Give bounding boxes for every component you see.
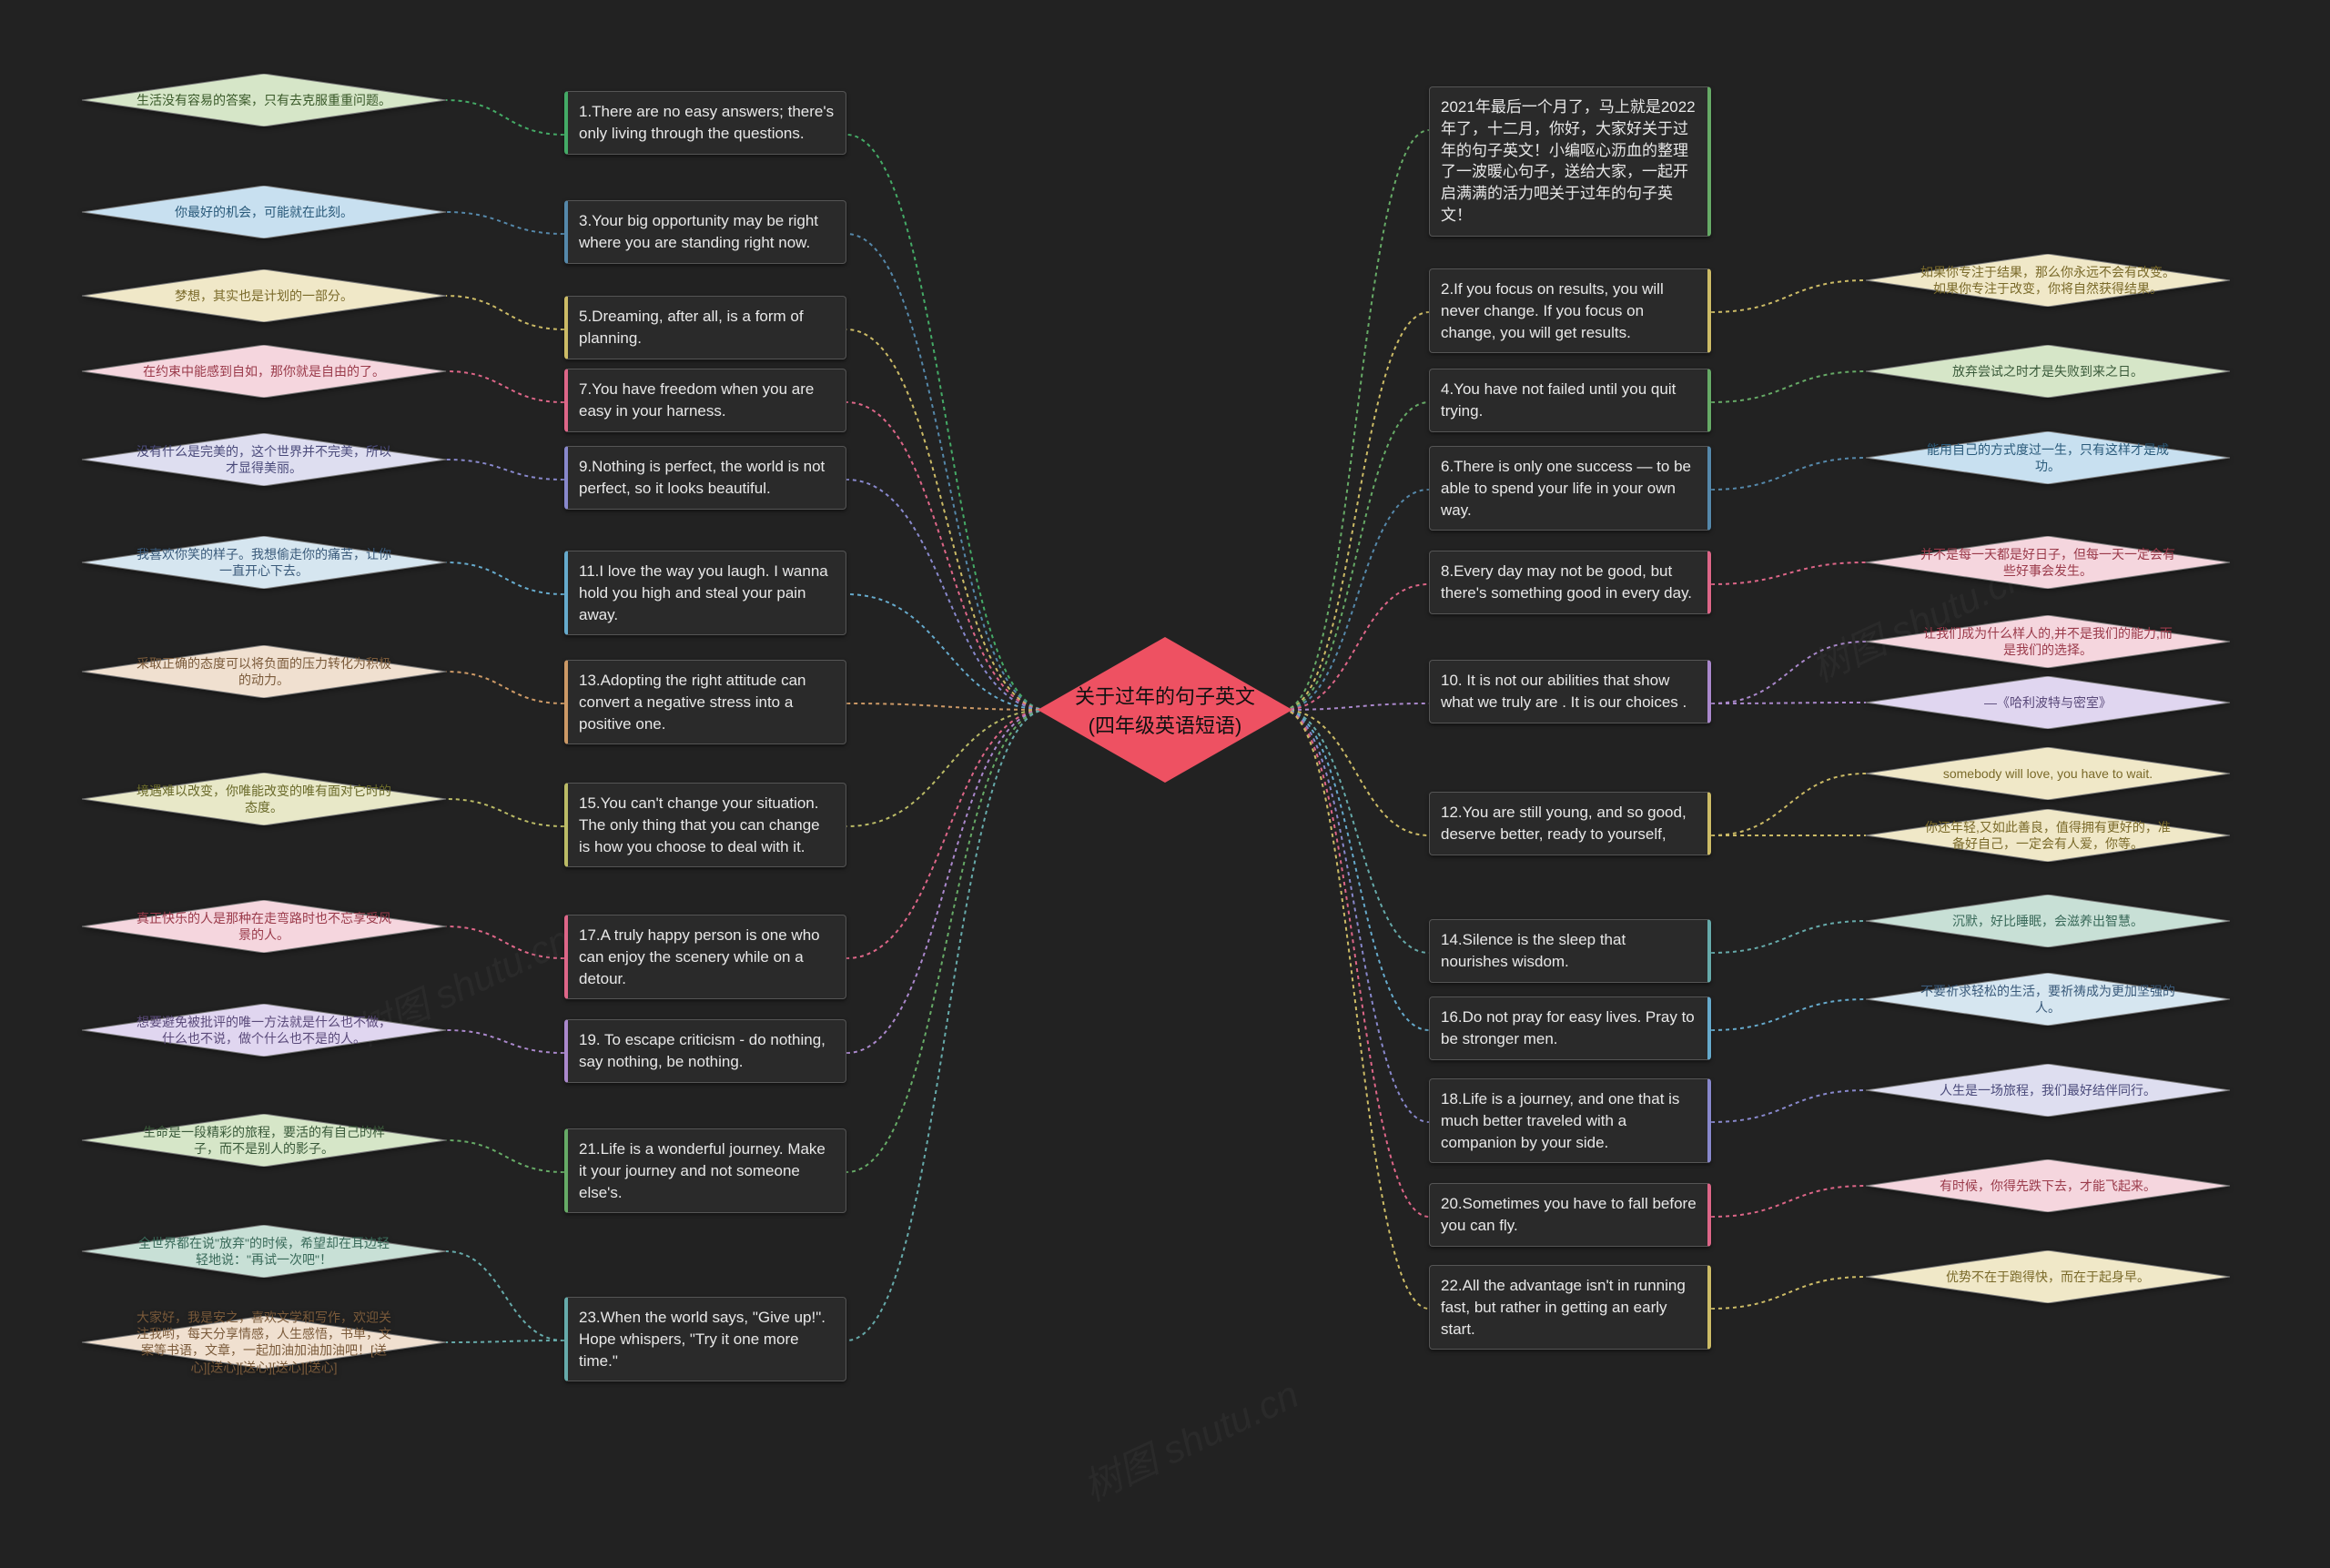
mid-node[interactable]: 23.When the world says, "Give up!". Hope… [564, 1297, 846, 1381]
mid-node[interactable]: 16.Do not pray for easy lives. Pray to b… [1429, 996, 1711, 1060]
leaf-label: 让我们成为什么样人的,并不是我们的能力,而是我们的选择。 [1920, 625, 2175, 658]
leaf-label: 放弃尝试之时才是失败到来之日。 [1920, 363, 2175, 379]
leaf-label: 没有什么是完美的，这个世界并不完美，所以才显得美丽。 [137, 443, 391, 476]
mid-node[interactable]: 3.Your big opportunity may be right wher… [564, 200, 846, 264]
leaf-label: 沉默，好比睡眠，会滋养出智慧。 [1920, 913, 2175, 929]
leaf-label: 在约束中能感到自如，那你就是自由的了。 [137, 363, 391, 379]
leaf-label: 生命是一段精彩的旅程，要活的有自己的样子，而不是别人的影子。 [137, 1124, 391, 1157]
leaf-label: 我喜欢你笑的样子。我想偷走你的痛苦，让你一直开心下去。 [137, 546, 391, 579]
leaf-node[interactable]: 境遇难以改变，你唯能改变的唯有面对它时的态度。 [82, 773, 446, 825]
leaf-node[interactable]: 我喜欢你笑的样子。我想偷走你的痛苦，让你一直开心下去。 [82, 536, 446, 589]
watermark: 树图 shutu.cn [1073, 1364, 1306, 1512]
leaf-node[interactable]: somebody will love, you have to wait. [1866, 747, 2230, 800]
leaf-node[interactable]: 全世界都在说"放弃"的时候，希望却在耳边轻轻地说："再试一次吧"！ [82, 1225, 446, 1278]
mid-node[interactable]: 14.Silence is the sleep that nourishes w… [1429, 919, 1711, 983]
leaf-node[interactable]: 人生是一场旅程，我们最好结伴同行。 [1866, 1064, 2230, 1117]
mid-node[interactable]: 1.There are no easy answers; there's onl… [564, 91, 846, 155]
leaf-label: 采取正确的态度可以将负面的压力转化为积极的动力。 [137, 655, 391, 688]
leaf-label: 能用自己的方式度过一生，只有这样才是成功。 [1920, 441, 2175, 474]
leaf-label: 不要祈求轻松的生活，要祈祷成为更加坚强的人。 [1920, 983, 2175, 1016]
mid-node[interactable]: 2021年最后一个月了，马上就是2022年了，十二月，你好，大家好关于过年的句子… [1429, 86, 1711, 237]
leaf-label: 如果你专注于结果，那么你永远不会有改变。如果你专注于改变，你将自然获得结果。 [1920, 264, 2175, 297]
mid-node[interactable]: 22.All the advantage isn't in running fa… [1429, 1265, 1711, 1350]
leaf-label: 生活没有容易的答案，只有去克服重重问题。 [137, 92, 391, 108]
leaf-node[interactable]: 有时候，你得先跌下去，才能飞起来。 [1866, 1159, 2230, 1212]
leaf-label: —《哈利波特与密室》 [1920, 694, 2175, 711]
leaf-node[interactable]: 放弃尝试之时才是失败到来之日。 [1866, 345, 2230, 398]
mid-node[interactable]: 9.Nothing is perfect, the world is not p… [564, 446, 846, 510]
leaf-label: 大家好，我是安之，喜欢文学和写作，欢迎关注我哟，每天分享情感，人生感悟，书单，文… [137, 1310, 391, 1376]
mid-node[interactable]: 21.Life is a wonderful journey. Make it … [564, 1128, 846, 1213]
mid-node[interactable]: 15.You can't change your situation. The … [564, 783, 846, 867]
leaf-node[interactable]: 梦想，其实也是计划的一部分。 [82, 269, 446, 322]
leaf-label: somebody will love, you have to wait. [1920, 765, 2175, 782]
leaf-label: 真正快乐的人是那种在走弯路时也不忘享受风景的人。 [137, 910, 391, 943]
leaf-node[interactable]: 让我们成为什么样人的,并不是我们的能力,而是我们的选择。 [1866, 615, 2230, 668]
leaf-label: 人生是一场旅程，我们最好结伴同行。 [1920, 1082, 2175, 1098]
leaf-node[interactable]: 如果你专注于结果，那么你永远不会有改变。如果你专注于改变，你将自然获得结果。 [1866, 254, 2230, 307]
mid-node[interactable]: 11.I love the way you laugh. I wanna hol… [564, 551, 846, 635]
leaf-label: 你最好的机会，可能就在此刻。 [137, 204, 391, 220]
leaf-label: 优势不在于跑得快，而在于起身早。 [1920, 1269, 2175, 1285]
mid-node[interactable]: 4.You have not failed until you quit try… [1429, 369, 1711, 432]
mid-node[interactable]: 2.If you focus on results, you will neve… [1429, 268, 1711, 353]
mid-node[interactable]: 20.Sometimes you have to fall before you… [1429, 1183, 1711, 1247]
leaf-node[interactable]: 在约束中能感到自如，那你就是自由的了。 [82, 345, 446, 398]
mid-node[interactable]: 8.Every day may not be good, but there's… [1429, 551, 1711, 614]
leaf-node[interactable]: 大家好，我是安之，喜欢文学和写作，欢迎关注我哟，每天分享情感，人生感悟，书单，文… [82, 1316, 446, 1369]
mid-node[interactable]: 7.You have freedom when you are easy in … [564, 369, 846, 432]
leaf-node[interactable]: 你还年轻,又如此善良，值得拥有更好的，准备好自己，一定会有人爱，你等。 [1866, 809, 2230, 862]
mid-node[interactable]: 18.Life is a journey, and one that is mu… [1429, 1078, 1711, 1163]
leaf-label: 境遇难以改变，你唯能改变的唯有面对它时的态度。 [137, 783, 391, 815]
leaf-label: 全世界都在说"放弃"的时候，希望却在耳边轻轻地说："再试一次吧"！ [137, 1235, 391, 1268]
center-node[interactable]: 关于过年的句子英文(四年级英语短语) [1038, 637, 1292, 783]
leaf-node[interactable]: 沉默，好比睡眠，会滋养出智慧。 [1866, 895, 2230, 947]
leaf-label: 想要避免被批评的唯一方法就是什么也不做，什么也不说，做个什么也不是的人。 [137, 1014, 391, 1047]
leaf-node[interactable]: 生命是一段精彩的旅程，要活的有自己的样子，而不是别人的影子。 [82, 1114, 446, 1167]
mindmap-canvas: 关于过年的句子英文(四年级英语短语) 树图 shutu.cn树图 shutu.c… [0, 0, 2330, 1568]
mid-node[interactable]: 5.Dreaming, after all, is a form of plan… [564, 296, 846, 359]
leaf-label: 有时候，你得先跌下去，才能飞起来。 [1920, 1178, 2175, 1194]
leaf-node[interactable]: 生活没有容易的答案，只有去克服重重问题。 [82, 74, 446, 126]
leaf-node[interactable]: 采取正确的态度可以将负面的压力转化为积极的动力。 [82, 645, 446, 698]
mid-node[interactable]: 12.You are still young, and so good, des… [1429, 792, 1711, 855]
leaf-node[interactable]: 优势不在于跑得快，而在于起身早。 [1866, 1250, 2230, 1303]
leaf-label: 并不是每一天都是好日子，但每一天一定会有些好事会发生。 [1920, 546, 2175, 579]
leaf-node[interactable]: 真正快乐的人是那种在走弯路时也不忘享受风景的人。 [82, 900, 446, 953]
leaf-node[interactable]: 能用自己的方式度过一生，只有这样才是成功。 [1866, 431, 2230, 484]
leaf-node[interactable]: 并不是每一天都是好日子，但每一天一定会有些好事会发生。 [1866, 536, 2230, 589]
mid-node[interactable]: 17.A truly happy person is one who can e… [564, 915, 846, 999]
center-label: 关于过年的句子英文(四年级英语短语) [1069, 681, 1261, 739]
leaf-node[interactable]: 不要祈求轻松的生活，要祈祷成为更加坚强的人。 [1866, 973, 2230, 1026]
leaf-node[interactable]: 想要避免被批评的唯一方法就是什么也不做，什么也不说，做个什么也不是的人。 [82, 1004, 446, 1057]
leaf-node[interactable]: —《哈利波特与密室》 [1866, 676, 2230, 729]
leaf-node[interactable]: 你最好的机会，可能就在此刻。 [82, 186, 446, 238]
leaf-label: 你还年轻,又如此善良，值得拥有更好的，准备好自己，一定会有人爱，你等。 [1920, 819, 2175, 852]
mid-node[interactable]: 13.Adopting the right attitude can conve… [564, 660, 846, 744]
leaf-label: 梦想，其实也是计划的一部分。 [137, 288, 391, 304]
leaf-node[interactable]: 没有什么是完美的，这个世界并不完美，所以才显得美丽。 [82, 433, 446, 486]
mid-node[interactable]: 19. To escape criticism - do nothing, sa… [564, 1019, 846, 1083]
mid-node[interactable]: 6.There is only one success — to be able… [1429, 446, 1711, 531]
mid-node[interactable]: 10. It is not our abilities that show wh… [1429, 660, 1711, 723]
